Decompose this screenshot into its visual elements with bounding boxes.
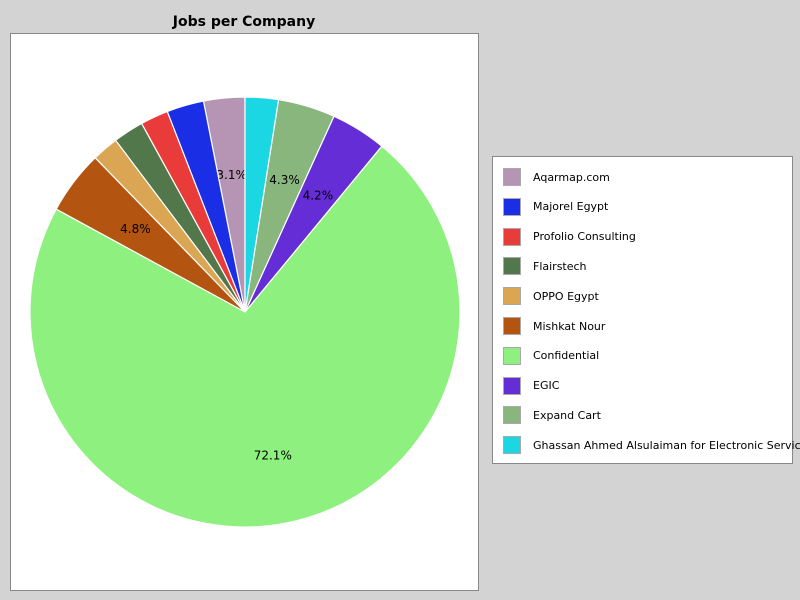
pie-chart: 3.1% 4.8% 72.1% 4.2%4.3% (29, 96, 461, 528)
legend-label: Profolio Consulting (533, 230, 636, 244)
legend-item: Aqarmap.com (503, 167, 610, 187)
legend-label: Expand Cart (533, 408, 601, 422)
slice-percent-label: 72.1% (254, 449, 292, 463)
legend-swatch (503, 406, 521, 425)
legend-item: Confidential (503, 346, 599, 366)
legend-swatch (503, 436, 521, 455)
legend-item: Mishkat Nour (503, 316, 605, 336)
legend-swatch (503, 317, 521, 335)
legend-swatch (503, 168, 521, 186)
legend-item: OPPO Egypt (503, 286, 599, 306)
chart-title: Jobs per Company (172, 14, 316, 30)
legend-item: Profolio Consulting (503, 227, 636, 247)
legend-item: Flairstech (503, 256, 587, 276)
slice-percent-label: 4.3% (269, 173, 300, 187)
legend-swatch (503, 257, 521, 276)
legend-swatch (503, 346, 521, 365)
slice-percent-label: 3.1% (216, 168, 247, 182)
legend-item: EGIC (503, 376, 559, 396)
legend-swatch (503, 287, 521, 306)
legend-label: Flairstech (533, 259, 587, 273)
legend-label: Confidential (533, 349, 600, 363)
legend-item: Majorel Egypt (503, 197, 608, 217)
legend-label: Ghassan Ahmed Alsulaiman for Electronic … (533, 438, 800, 452)
slice-percent-label: 4.8% (120, 222, 151, 236)
legend: Aqarmap.com Majorel Egypt Profolio Consult… (492, 156, 800, 464)
legend-item: Ghassan Ahmed Alsulaiman for Electronic … (503, 435, 800, 455)
legend-label: Mishkat Nour (533, 319, 606, 333)
plot-area: 3.1% 4.8% 72.1% 4.2% 4.3% (10, 33, 479, 591)
legend-swatch (503, 227, 521, 246)
legend-swatch (503, 197, 521, 216)
legend-label: Majorel Egypt (533, 200, 609, 214)
slice-percent-label: 4.2% (303, 188, 334, 202)
legend-label: OPPO Egypt (533, 289, 599, 303)
pie-slice (244, 96, 280, 313)
legend-item: Expand Cart (503, 405, 601, 425)
pie-slice (29, 145, 461, 528)
legend-swatch (503, 376, 521, 395)
legend-label: EGIC (533, 379, 560, 393)
legend-label: Aqarmap.com (533, 170, 610, 184)
